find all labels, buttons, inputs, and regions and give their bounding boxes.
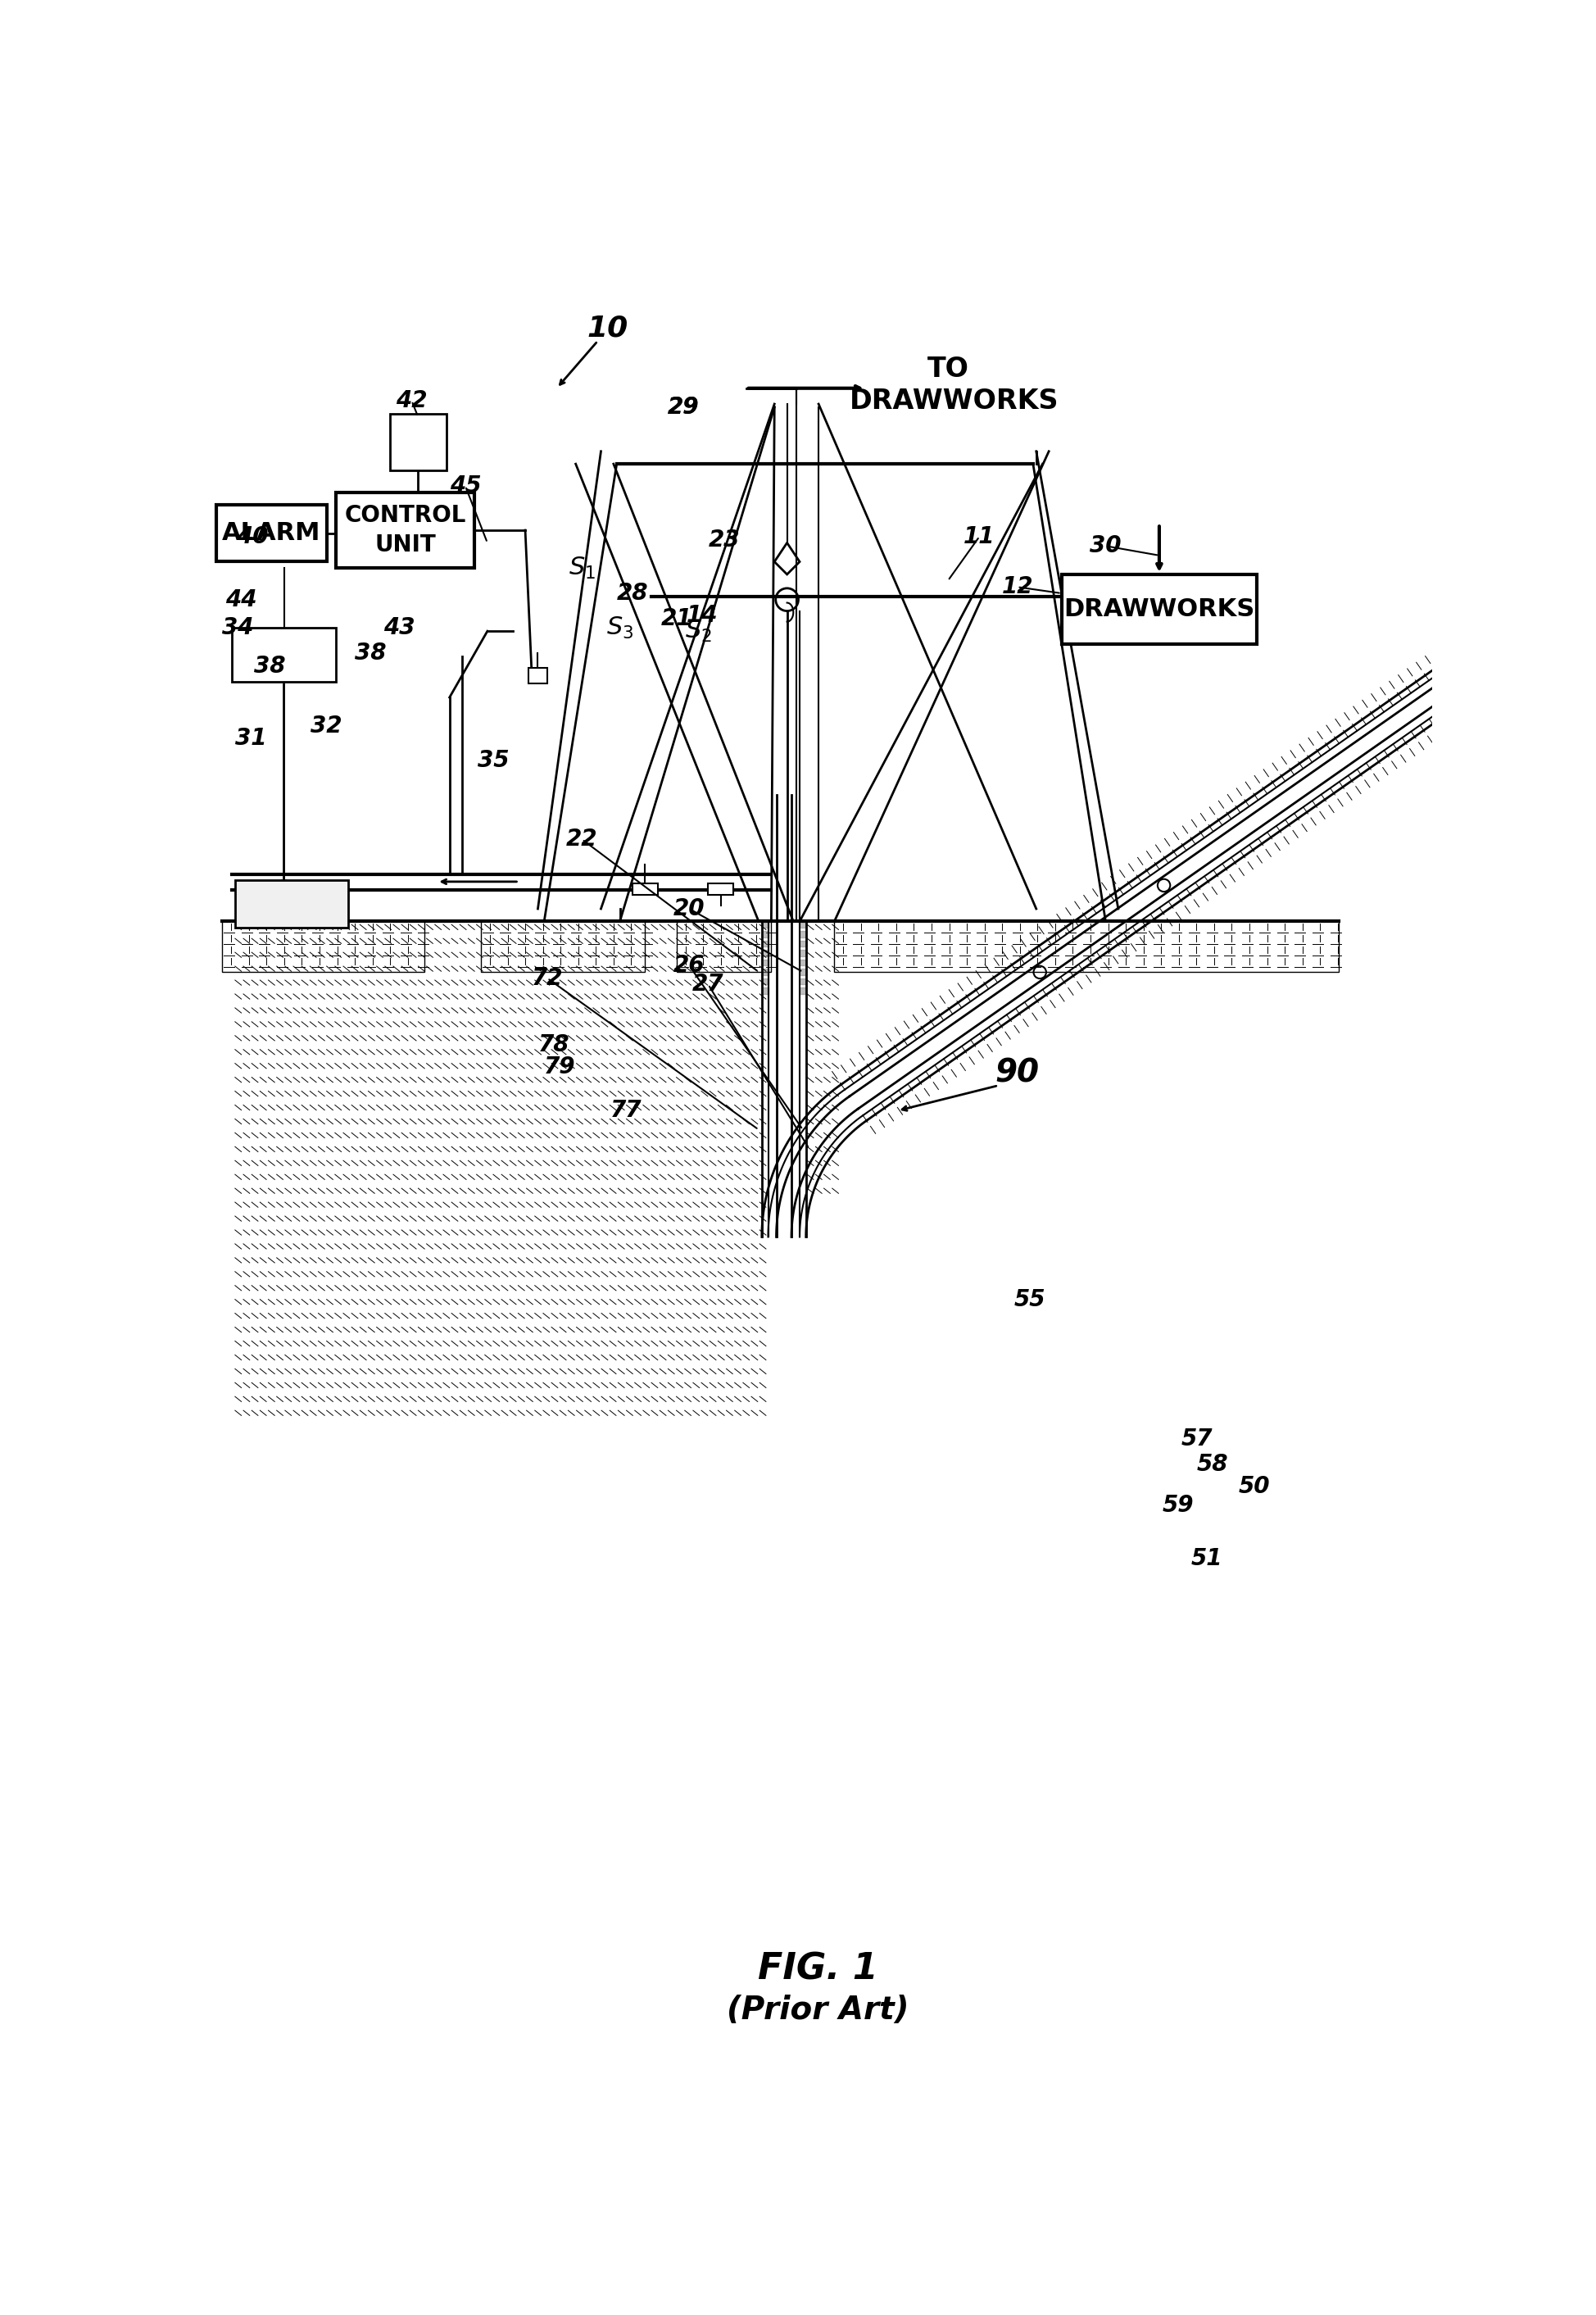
Text: (Prior Art): (Prior Art)	[726, 1993, 910, 2026]
Bar	[389, 414, 447, 470]
Text: 10: 10	[587, 315, 627, 343]
Text: 30: 30	[1090, 535, 1122, 558]
Bar	[632, 884, 658, 896]
Text: 77: 77	[610, 1100, 642, 1123]
Text: 42: 42	[396, 389, 428, 412]
Text: 55: 55	[1013, 1289, 1045, 1313]
Text: 11: 11	[964, 526, 996, 549]
Text: 29: 29	[667, 396, 699, 419]
Text: 38: 38	[354, 641, 386, 664]
Text: 50: 50	[1238, 1475, 1270, 1498]
Text: 58: 58	[1197, 1452, 1229, 1475]
Text: 44: 44	[225, 588, 257, 611]
Text: FIG. 1: FIG. 1	[758, 1952, 878, 1986]
Text: 57: 57	[1181, 1428, 1213, 1449]
Text: DRAWWORKS: DRAWWORKS	[1063, 597, 1254, 620]
Bar	[215, 505, 327, 563]
Text: 90: 90	[996, 1058, 1039, 1088]
Text: 28: 28	[616, 581, 648, 604]
Text: 20: 20	[674, 898, 705, 921]
Bar	[709, 884, 734, 896]
Bar	[528, 667, 547, 683]
Text: 51: 51	[1191, 1546, 1223, 1570]
Text: 23: 23	[709, 528, 739, 551]
Text: $S_3$: $S_3$	[606, 616, 634, 641]
Text: ALARM: ALARM	[222, 521, 321, 546]
Text: CONTROL
UNIT: CONTROL UNIT	[345, 505, 466, 556]
Text: $S_2$: $S_2$	[685, 618, 712, 644]
Bar	[231, 627, 337, 681]
Text: 40: 40	[236, 526, 268, 549]
Text: 12: 12	[1002, 576, 1033, 600]
Text: 21: 21	[661, 607, 693, 630]
Text: 22: 22	[567, 829, 598, 852]
Bar	[235, 880, 348, 928]
Text: 72: 72	[531, 968, 563, 991]
Bar	[677, 921, 771, 972]
Text: $S_1$: $S_1$	[568, 556, 595, 581]
Text: 32: 32	[311, 715, 342, 736]
Text: 29: 29	[667, 396, 699, 419]
Text: 34: 34	[222, 616, 254, 639]
Text: 26: 26	[674, 954, 705, 977]
Text: 35: 35	[477, 750, 509, 771]
Text: 38: 38	[254, 655, 286, 678]
Text: 14: 14	[686, 604, 718, 627]
Text: DRAWWORKS: DRAWWORKS	[849, 387, 1058, 414]
Text: 27: 27	[693, 972, 725, 995]
Bar	[1061, 574, 1258, 644]
Text: TO: TO	[927, 357, 969, 382]
Text: 31: 31	[235, 727, 267, 750]
Text: 78: 78	[538, 1032, 570, 1056]
Text: 79: 79	[544, 1056, 576, 1079]
Polygon shape	[1462, 623, 1535, 685]
Text: 45: 45	[450, 475, 480, 498]
Text: 43: 43	[383, 616, 415, 639]
Bar	[337, 493, 474, 567]
Bar	[222, 921, 425, 972]
Bar	[480, 921, 645, 972]
Text: 59: 59	[1162, 1493, 1194, 1516]
Bar	[835, 921, 1339, 972]
